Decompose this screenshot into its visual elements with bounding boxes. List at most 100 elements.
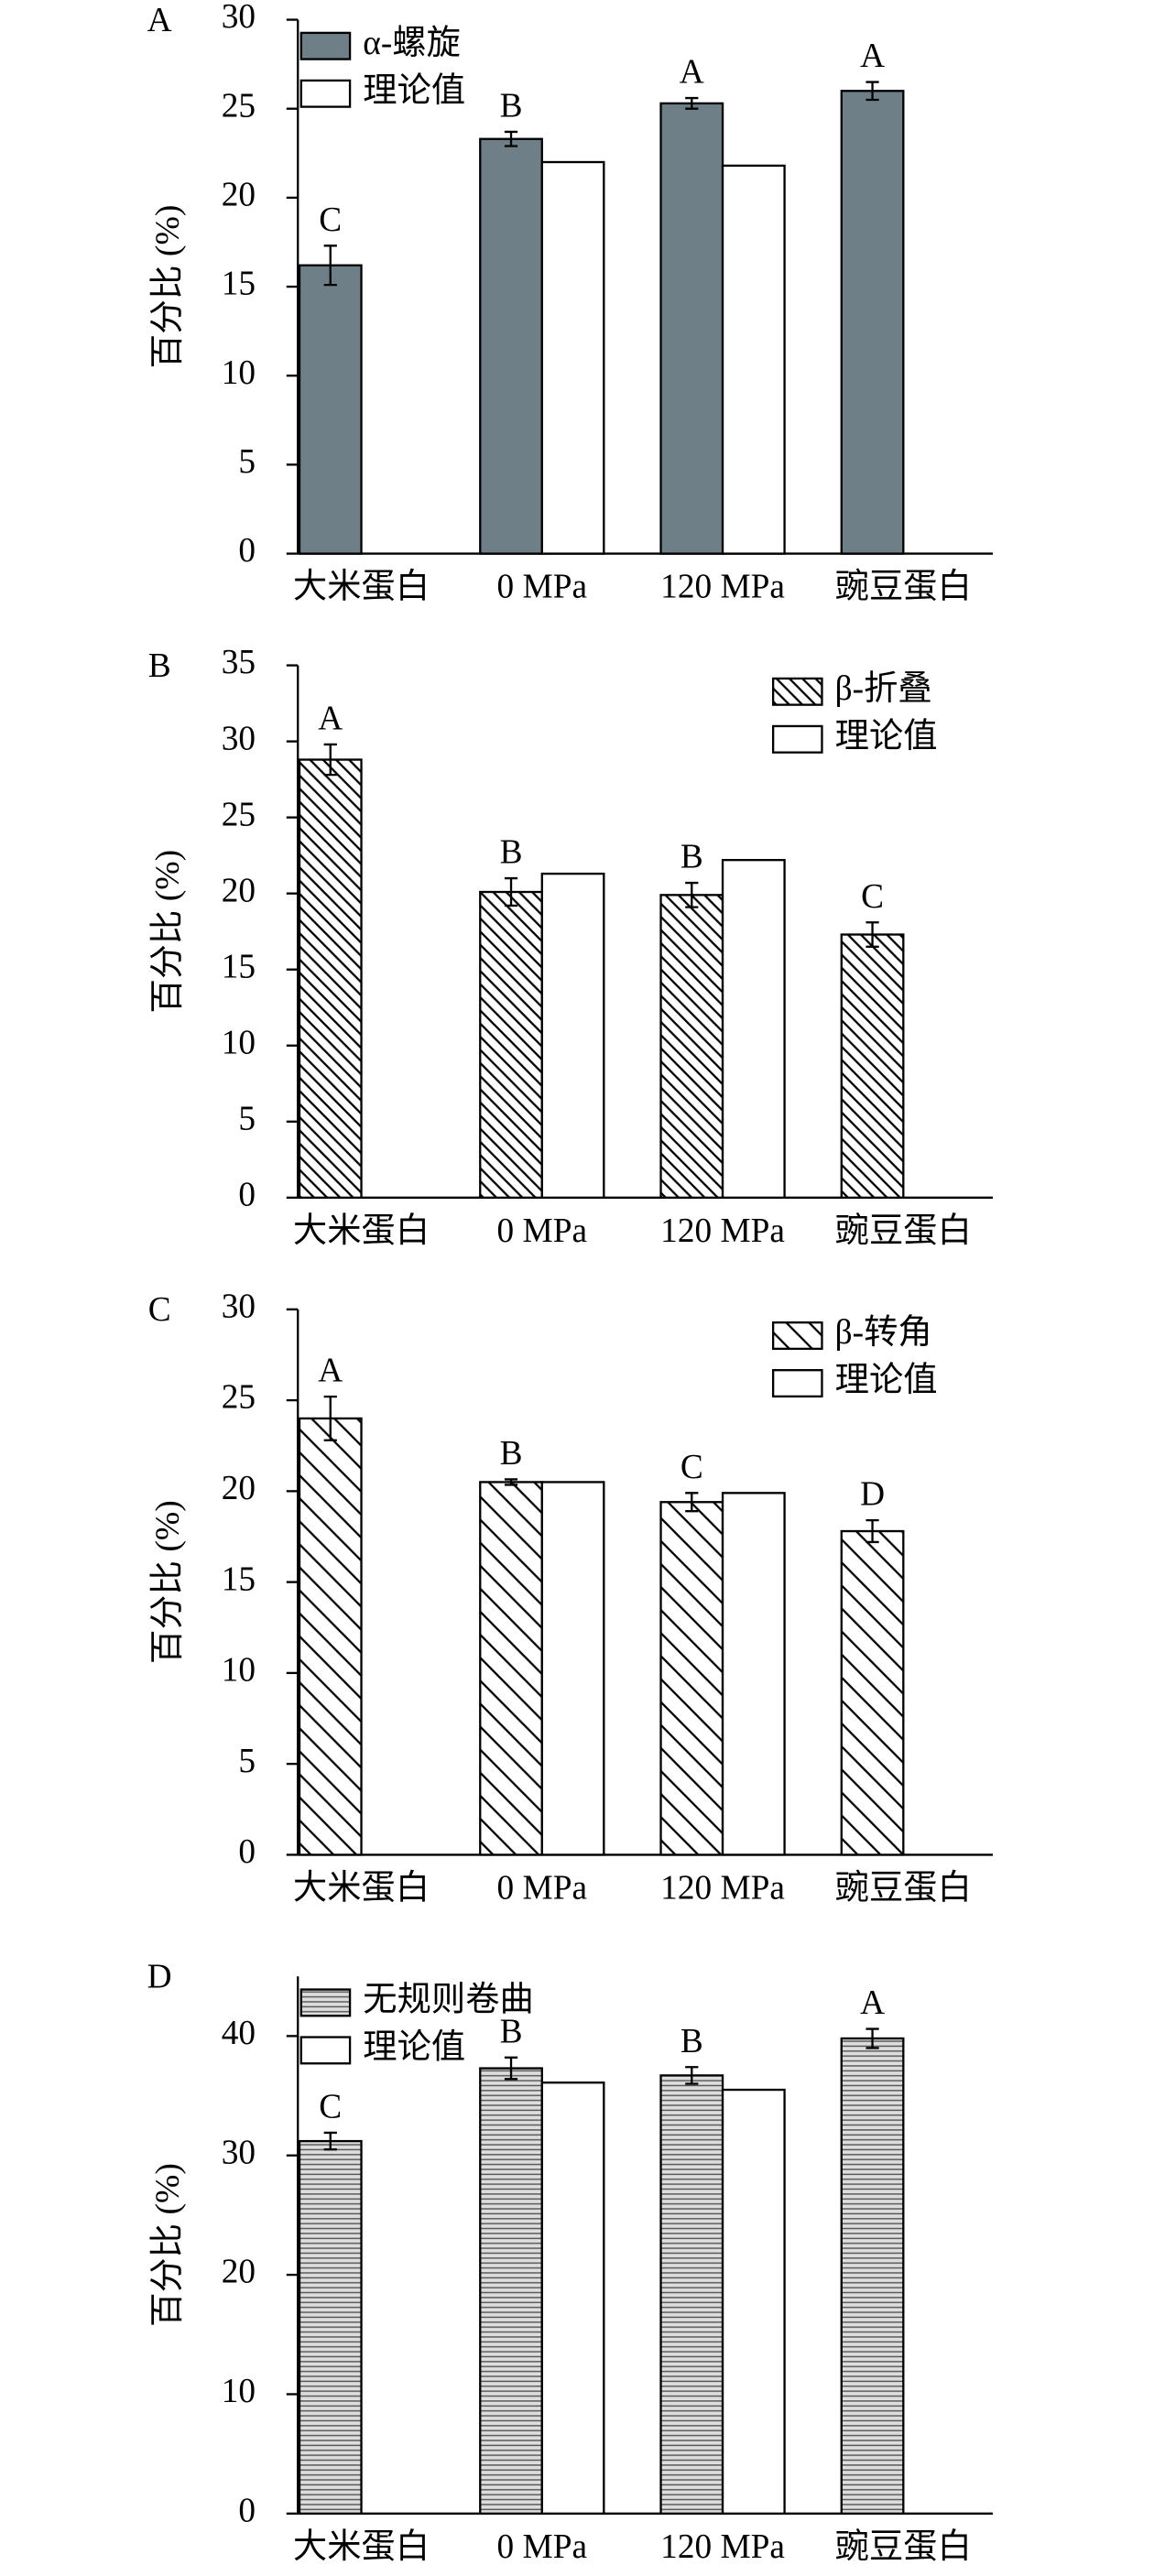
bar — [540, 2081, 605, 2515]
x-tick-label: 0 MPa — [497, 1869, 588, 1907]
bar — [479, 2067, 543, 2515]
x-tick-label: 大米蛋白 — [293, 2527, 430, 2566]
legend-label: β-折叠 — [835, 670, 932, 708]
y-tick-label: 15 — [222, 1560, 256, 1598]
y-tick-label: 15 — [222, 948, 256, 985]
bar — [840, 933, 905, 1199]
error-bar — [866, 2027, 879, 2049]
x-tick-label: 豌豆蛋白 — [835, 1868, 972, 1907]
y-tick-label: 10 — [222, 2373, 256, 2410]
x-tick-label: 0 MPa — [497, 569, 588, 606]
y-tick-label: 5 — [238, 1100, 256, 1137]
x-tick-label: 大米蛋白 — [293, 568, 430, 606]
bar — [659, 894, 724, 1199]
significance-label: C — [680, 1449, 703, 1486]
y-tick-label: 10 — [222, 1024, 256, 1061]
significance-label: B — [680, 2023, 703, 2060]
bar — [721, 858, 786, 1199]
x-tick-label: 豌豆蛋白 — [835, 2527, 972, 2566]
y-tick-label: 10 — [222, 354, 256, 392]
y-tick-label: 20 — [222, 2254, 256, 2291]
legend-label: 理论值 — [363, 2027, 465, 2066]
y-axis-label: 百分比 (%) — [149, 2163, 187, 2327]
error-bar — [504, 876, 518, 908]
bar — [840, 1529, 905, 1856]
significance-label: A — [318, 700, 343, 737]
x-tick-label: 大米蛋白 — [293, 1868, 430, 1907]
y-tick-label: 20 — [222, 872, 256, 909]
x-tick-label: 120 MPa — [660, 569, 785, 606]
y-tick-label: 30 — [222, 1288, 256, 1325]
y-tick-label: 0 — [238, 1176, 256, 1213]
x-tick-label: 120 MPa — [660, 1212, 785, 1250]
bar — [659, 102, 724, 555]
legend-swatch — [771, 724, 823, 754]
significance-label: B — [500, 87, 523, 125]
error-bar — [685, 96, 699, 110]
error-bar — [323, 743, 337, 777]
significance-label: A — [680, 53, 704, 91]
x-tick-label: 豌豆蛋白 — [835, 568, 972, 606]
panel-label: C — [148, 1291, 171, 1329]
significance-label: A — [860, 38, 885, 75]
significance-label: C — [319, 2088, 342, 2125]
legend-label: β-转角 — [835, 1313, 932, 1352]
x-tick-label: 120 MPa — [660, 2528, 785, 2566]
legend-swatch — [299, 2036, 352, 2065]
y-axis-label: 百分比 (%) — [149, 850, 187, 1014]
bar — [540, 1481, 605, 1856]
legend-label: 理论值 — [835, 717, 938, 755]
bar — [540, 872, 605, 1199]
bar — [298, 2139, 363, 2515]
bar — [840, 90, 905, 555]
legend-swatch — [299, 31, 352, 60]
y-axis-label: 百分比 (%) — [149, 205, 187, 369]
bar — [721, 164, 786, 555]
error-bar — [685, 881, 699, 908]
error-bar — [685, 1492, 699, 1513]
error-bar — [504, 130, 518, 147]
significance-label: B — [500, 1435, 523, 1473]
legend-label: 理论值 — [363, 71, 465, 110]
legend-swatch — [299, 79, 352, 108]
legend-swatch — [771, 1369, 823, 1398]
y-tick-label: 20 — [222, 176, 256, 213]
legend-label: α-螺旋 — [363, 25, 461, 62]
legend-label: 无规则卷曲 — [363, 1980, 534, 2018]
significance-label: B — [500, 833, 523, 871]
y-tick-label: 25 — [222, 1379, 256, 1417]
significance-label: C — [319, 201, 342, 239]
y-tick-label: 30 — [222, 0, 256, 36]
y-tick-label: 0 — [238, 2492, 256, 2529]
bar — [840, 2037, 905, 2515]
bar — [479, 890, 543, 1199]
error-bar — [323, 1395, 337, 1441]
panel-label: A — [147, 2, 172, 39]
y-tick-label: 5 — [238, 1743, 256, 1780]
legend-label: 理论值 — [835, 1361, 938, 1399]
bar — [479, 137, 543, 555]
significance-label: A — [860, 1984, 885, 2022]
y-tick-label: 35 — [222, 644, 256, 681]
error-bar — [323, 245, 337, 287]
significance-label: B — [680, 838, 703, 875]
legend-swatch — [771, 1321, 823, 1351]
y-tick-label: 15 — [222, 266, 256, 303]
bar — [298, 264, 363, 555]
x-tick-label: 0 MPa — [497, 1212, 588, 1250]
error-bar — [866, 1518, 879, 1544]
y-tick-label: 40 — [222, 2015, 256, 2052]
panel-label: D — [147, 1958, 172, 1995]
legend-swatch — [771, 677, 823, 706]
x-tick-label: 大米蛋白 — [293, 1212, 430, 1250]
significance-label: D — [860, 1476, 885, 1514]
bar — [479, 1481, 543, 1856]
significance-label: B — [500, 2013, 523, 2050]
legend-swatch — [299, 1988, 352, 2017]
bar — [659, 2074, 724, 2515]
bar — [721, 1492, 786, 1856]
y-tick-label: 20 — [222, 1470, 256, 1507]
bar — [659, 1501, 724, 1856]
error-bar — [866, 81, 879, 102]
